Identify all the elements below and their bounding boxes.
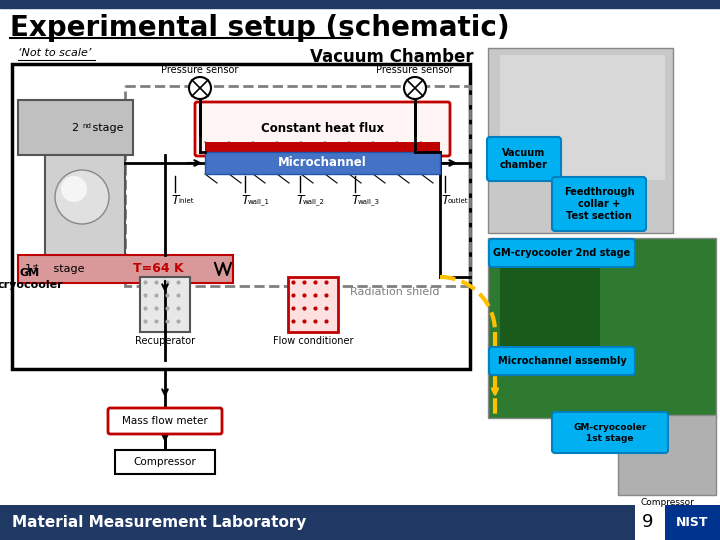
- Bar: [18, 255, 233, 283]
- Text: Microchannel assembly: Microchannel assembly: [498, 356, 626, 366]
- Text: wall_2: wall_2: [303, 198, 325, 205]
- Text: Compressor: Compressor: [134, 457, 197, 467]
- Bar: [0, 0, 720, 8]
- Text: outlet: outlet: [448, 198, 469, 204]
- Text: Flow conditioner: Flow conditioner: [273, 336, 354, 346]
- Text: Mass flow meter: Mass flow meter: [122, 416, 208, 426]
- Text: 9: 9: [642, 513, 654, 531]
- Text: Compressor: Compressor: [640, 498, 694, 507]
- Circle shape: [404, 77, 426, 99]
- Text: Radiation shield: Radiation shield: [350, 287, 439, 297]
- Bar: [140, 277, 190, 332]
- Text: NIST: NIST: [676, 516, 708, 529]
- FancyBboxPatch shape: [489, 347, 635, 375]
- Text: T=64 K: T=64 K: [132, 262, 184, 275]
- FancyBboxPatch shape: [552, 412, 668, 453]
- Text: inlet: inlet: [178, 198, 194, 204]
- Bar: [665, 505, 720, 540]
- Bar: [488, 48, 673, 233]
- Text: GM-cryocooler
1st stage: GM-cryocooler 1st stage: [573, 423, 647, 443]
- Text: T: T: [171, 194, 179, 207]
- Text: Pressure sensor: Pressure sensor: [377, 65, 454, 75]
- Bar: [45, 155, 125, 260]
- FancyBboxPatch shape: [487, 137, 561, 181]
- Text: GM
cryocooler: GM cryocooler: [0, 268, 63, 289]
- Text: Vacuum Chamber: Vacuum Chamber: [310, 48, 474, 66]
- Text: wall_3: wall_3: [358, 198, 380, 205]
- Text: Recuperator: Recuperator: [135, 336, 195, 346]
- Bar: [205, 152, 440, 174]
- Text: nd: nd: [82, 123, 91, 129]
- Bar: [288, 277, 338, 332]
- Text: 2: 2: [71, 123, 78, 133]
- FancyBboxPatch shape: [195, 102, 450, 156]
- Bar: [488, 238, 716, 418]
- Bar: [115, 450, 215, 474]
- Text: stage: stage: [50, 264, 84, 274]
- Text: Material Measurement Laboratory: Material Measurement Laboratory: [12, 515, 307, 530]
- Circle shape: [189, 77, 211, 99]
- Text: Experimental setup (schematic): Experimental setup (schematic): [10, 14, 510, 42]
- Text: T: T: [241, 194, 249, 207]
- Text: 1: 1: [24, 264, 32, 274]
- Bar: [500, 248, 600, 348]
- Text: st: st: [33, 264, 40, 270]
- Text: Feedthrough
collar +
Test section: Feedthrough collar + Test section: [564, 187, 634, 221]
- Text: T: T: [296, 194, 304, 207]
- Text: stage: stage: [89, 123, 124, 133]
- Text: GM-cryocooler 2nd stage: GM-cryocooler 2nd stage: [493, 248, 631, 258]
- Text: Constant heat flux: Constant heat flux: [261, 122, 384, 134]
- Bar: [618, 415, 716, 495]
- Text: Pressure sensor: Pressure sensor: [161, 65, 239, 75]
- Circle shape: [61, 176, 87, 202]
- Circle shape: [55, 170, 109, 224]
- FancyBboxPatch shape: [489, 239, 635, 267]
- Bar: [205, 142, 440, 152]
- Text: T: T: [351, 194, 359, 207]
- Text: T: T: [441, 194, 449, 207]
- Text: Vacuum
chamber: Vacuum chamber: [500, 148, 548, 170]
- FancyBboxPatch shape: [108, 408, 222, 434]
- Text: wall_1: wall_1: [248, 198, 270, 205]
- Bar: [18, 100, 133, 155]
- Text: ‘Not to scale’: ‘Not to scale’: [18, 48, 91, 58]
- Bar: [12, 64, 470, 369]
- FancyBboxPatch shape: [552, 177, 646, 231]
- Bar: [125, 86, 470, 286]
- Bar: [0, 505, 635, 540]
- Text: Microchannel: Microchannel: [278, 157, 367, 170]
- Bar: [500, 55, 665, 180]
